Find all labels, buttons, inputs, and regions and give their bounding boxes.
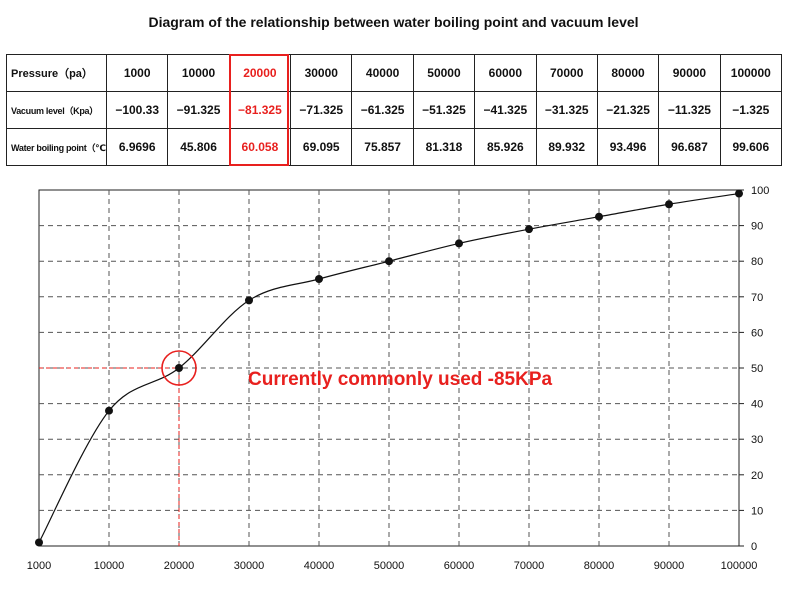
y-tick-label: 10 [751,505,763,517]
y-tick-label: 90 [751,221,763,233]
x-tick-label: 10000 [94,560,125,572]
data-point [665,200,673,209]
x-tick-label: 100000 [721,560,758,572]
table-cell: 70000 [535,54,598,92]
table-cell: 40000 [351,54,414,92]
data-point [595,212,603,221]
table-cell: −41.325 [474,91,537,129]
data-point [35,538,43,547]
table-cell: 93.496 [596,128,660,166]
y-tick-label: 20 [751,470,763,482]
y-tick-label: 70 [751,292,763,304]
table-cell: −81.325 [228,91,292,129]
data-point [245,296,253,305]
x-tick-label: 80000 [584,560,615,572]
y-tick-label: 30 [751,434,763,446]
data-point [175,364,183,372]
table-cell: −61.325 [351,91,414,129]
row-header: Vacuum level（Kpa） [6,91,107,129]
x-tick-label: 40000 [304,560,335,572]
y-tick-label: 60 [751,327,763,339]
table-cell: −100.33 [105,91,169,129]
table-cell: 60.058 [228,128,292,166]
table-cell: 30000 [290,54,353,92]
x-tick-label: 1000 [27,560,51,572]
vacuum-level-row: Vacuum level（Kpa） −100.33 −91.325 −81.325 −7… [6,91,783,129]
table-cell: −51.325 [412,91,476,129]
table-cell: 50000 [412,54,476,92]
data-point [105,406,113,415]
data-point [525,225,533,234]
table-cell: −11.325 [658,91,721,129]
table-cell: 75.857 [351,128,414,166]
y-tick-label: 0 [751,541,757,553]
table-cell: 96.687 [658,128,721,166]
table-cell: 45.806 [167,128,230,166]
table-cell: −1.325 [719,91,783,129]
boiling-point-row: Water boiling point（℃） 6.9696 45.806 60.058… [6,128,783,166]
table-cell: −31.325 [535,91,598,129]
chart-title: Diagram of the relationship between wate… [148,14,639,30]
series-line [38,192,740,543]
x-tick-label: 90000 [654,560,685,572]
pressure-row: Pressure（pa） 1000 10000 20000 30000 40000 5000… [6,54,783,92]
table-cell: −91.325 [167,91,230,129]
x-tick-label: 70000 [514,560,545,572]
table-cell: −21.325 [596,91,660,129]
data-point [735,189,743,198]
data-point [385,257,393,266]
x-tick-label: 60000 [444,560,475,572]
table-cell: 80000 [596,54,660,92]
table-cell: 20000 [228,54,292,92]
y-tick-label: 80 [751,256,763,268]
data-table: Pressure（pa） 1000 10000 20000 30000 40000 5000… [6,54,783,166]
table-cell: 81.318 [412,128,476,166]
row-header: Pressure（pa） [6,54,107,92]
x-tick-label: 20000 [164,560,195,572]
data-point [315,275,323,283]
table-cell: 89.932 [535,128,598,166]
table-cell: 10000 [167,54,230,92]
table-cell: 90000 [658,54,721,92]
y-tick-label: 100 [751,185,769,197]
annotation-text: Currently commonly used -85KPa [248,369,553,390]
table-cell: 85.926 [474,128,537,166]
table-cell: 69.095 [290,128,353,166]
row-header: Water boiling point（℃） [6,128,107,166]
y-tick-label: 50 [751,363,763,375]
table-cell: 100000 [719,54,783,92]
x-tick-label: 50000 [374,560,405,572]
highlight-circle [161,350,197,386]
y-tick-label: 40 [751,399,763,411]
x-tick-label: 30000 [234,560,265,572]
table-cell: 1000 [105,54,169,92]
data-point [455,239,463,248]
table-cell: 6.9696 [105,128,169,166]
line-chart: 1000 10000 20000 30000 40000 50000 60000 70000 8… [27,185,770,572]
table-cell: −71.325 [290,91,353,129]
table-cell: 99.606 [719,128,783,166]
table-cell: 60000 [474,54,537,92]
